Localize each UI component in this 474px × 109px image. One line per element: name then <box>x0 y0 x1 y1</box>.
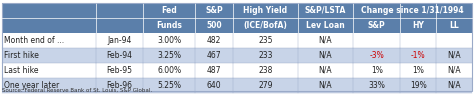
Text: 233: 233 <box>258 51 273 60</box>
Text: N/A: N/A <box>447 81 461 90</box>
Text: Month end of ...: Month end of ... <box>4 36 64 45</box>
Text: S&P: S&P <box>368 21 386 30</box>
Bar <box>298 48 354 63</box>
Bar <box>233 33 298 48</box>
Bar <box>96 48 143 63</box>
Bar <box>143 63 195 78</box>
Bar <box>195 33 233 48</box>
Text: Change since 1/31/1994: Change since 1/31/1994 <box>361 6 464 15</box>
Bar <box>2 33 96 48</box>
Text: Feb-95: Feb-95 <box>107 66 133 75</box>
Bar <box>400 78 436 93</box>
Bar <box>354 78 400 93</box>
Bar <box>2 63 96 78</box>
Bar <box>298 78 354 93</box>
Text: 235: 235 <box>258 36 273 45</box>
Bar <box>2 78 96 93</box>
Text: 640: 640 <box>207 81 221 90</box>
Text: 1%: 1% <box>412 66 424 75</box>
Bar <box>298 63 354 78</box>
Text: Jan-94: Jan-94 <box>108 36 132 45</box>
Bar <box>354 63 400 78</box>
Bar <box>96 63 143 78</box>
Bar <box>233 3 298 33</box>
Bar <box>2 3 96 33</box>
Text: S&P: S&P <box>205 6 223 15</box>
Bar <box>2 48 96 63</box>
Text: One year later: One year later <box>4 81 60 90</box>
Text: HY: HY <box>412 21 424 30</box>
Text: 3.00%: 3.00% <box>157 36 181 45</box>
Text: N/A: N/A <box>319 66 332 75</box>
Text: -1%: -1% <box>411 51 425 60</box>
Bar <box>195 3 233 33</box>
Bar <box>143 48 195 63</box>
Text: N/A: N/A <box>319 51 332 60</box>
Text: High Yield: High Yield <box>243 6 287 15</box>
Text: -3%: -3% <box>369 51 384 60</box>
Text: 33%: 33% <box>368 81 385 90</box>
Text: Fed: Fed <box>161 6 177 15</box>
Text: 467: 467 <box>207 51 221 60</box>
Bar <box>354 33 400 48</box>
Text: 487: 487 <box>207 66 221 75</box>
Bar <box>195 63 233 78</box>
Text: Last hike: Last hike <box>4 66 39 75</box>
Text: Funds: Funds <box>156 21 182 30</box>
Bar <box>436 3 472 33</box>
Bar <box>436 78 472 93</box>
Bar <box>143 78 195 93</box>
Bar <box>233 48 298 63</box>
Bar <box>233 63 298 78</box>
Text: LL: LL <box>449 21 459 30</box>
Text: 3.25%: 3.25% <box>157 51 181 60</box>
Bar <box>400 33 436 48</box>
Text: Lev Loan: Lev Loan <box>306 21 345 30</box>
Text: N/A: N/A <box>319 81 332 90</box>
Bar <box>354 3 400 33</box>
Bar <box>298 33 354 48</box>
Bar <box>298 3 354 33</box>
Text: 500: 500 <box>206 21 222 30</box>
Text: First hike: First hike <box>4 51 39 60</box>
Text: N/A: N/A <box>447 66 461 75</box>
Bar <box>195 48 233 63</box>
Bar <box>143 3 195 33</box>
Text: 5.25%: 5.25% <box>157 81 181 90</box>
Bar <box>195 78 233 93</box>
Text: 6.00%: 6.00% <box>157 66 181 75</box>
Bar <box>436 33 472 48</box>
Bar <box>2 3 472 91</box>
Bar <box>400 48 436 63</box>
Bar <box>436 48 472 63</box>
Text: Source: Federal Reserve Bank of St. Louis, S&P Global.: Source: Federal Reserve Bank of St. Loui… <box>2 87 152 92</box>
Text: 482: 482 <box>207 36 221 45</box>
Bar <box>96 33 143 48</box>
Bar <box>96 3 143 33</box>
Bar <box>96 78 143 93</box>
Text: 19%: 19% <box>410 81 427 90</box>
Bar <box>436 63 472 78</box>
Text: N/A: N/A <box>319 36 332 45</box>
Bar <box>143 33 195 48</box>
Text: (ICE/BofA): (ICE/BofA) <box>243 21 287 30</box>
Bar <box>233 78 298 93</box>
Bar <box>400 3 436 33</box>
Text: 238: 238 <box>258 66 273 75</box>
Text: N/A: N/A <box>447 51 461 60</box>
Text: 279: 279 <box>258 81 273 90</box>
Text: 1%: 1% <box>371 66 383 75</box>
Bar <box>354 48 400 63</box>
Text: Feb-94: Feb-94 <box>107 51 133 60</box>
Bar <box>400 63 436 78</box>
Text: Feb-96: Feb-96 <box>107 81 133 90</box>
Text: S&P/LSTA: S&P/LSTA <box>305 6 346 15</box>
